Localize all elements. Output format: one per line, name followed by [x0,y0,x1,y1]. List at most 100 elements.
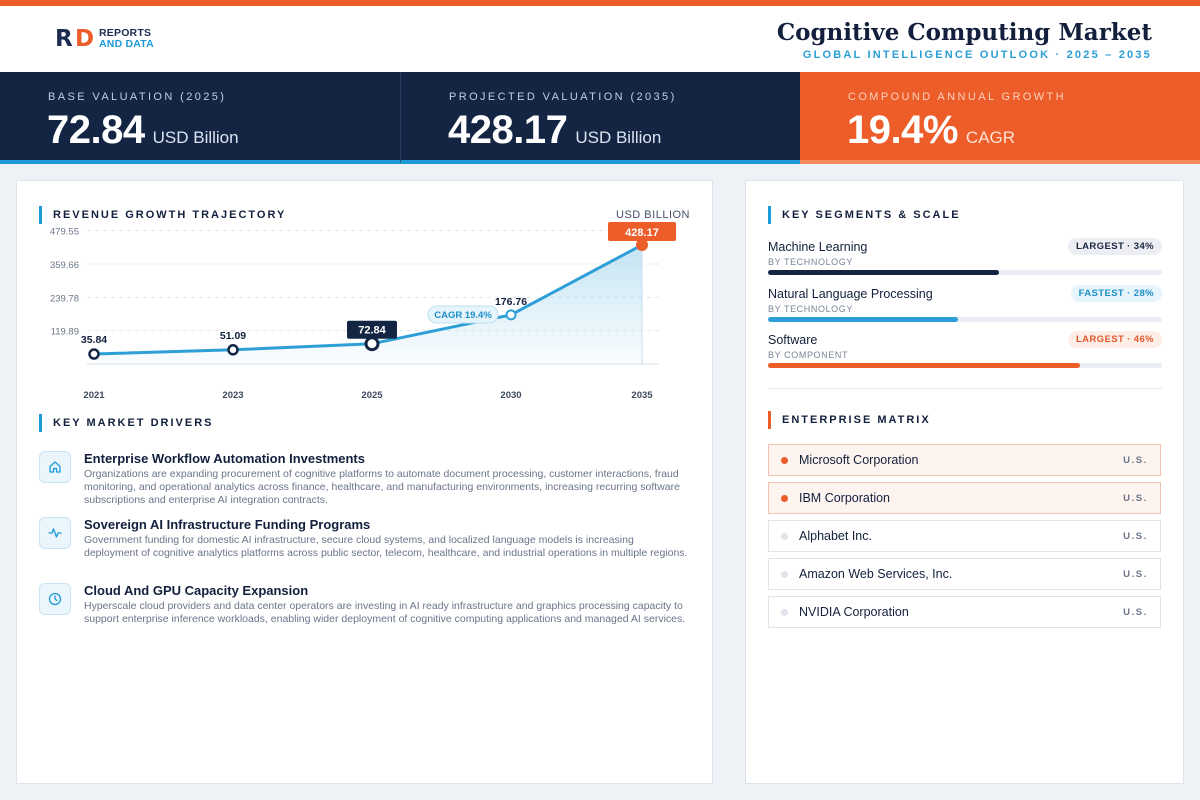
driver-title: Cloud And GPU Capacity Expansion [84,583,309,598]
driver-description: Organizations are expanding procurement … [84,468,680,506]
kpi-base-valuation: BASE VALUATION (2025) 72.84 USD Billion [0,72,400,164]
x-tick-label: 2021 [83,390,105,401]
clock-icon [39,583,71,615]
y-tick-label: 119.89 [51,327,79,338]
right-panel: KEY SEGMENTS & SCALE Machine Learning BY… [745,180,1184,784]
top-accent-bar [0,0,1200,6]
kpi-value: 428.17 [448,108,568,152]
company-name: Amazon Web Services, Inc. [799,567,953,581]
company-row-nvidia[interactable]: NVIDIA Corporation U.S. [768,596,1161,628]
segment-machine-learning: Machine Learning BY TECHNOLOGY LARGEST ·… [768,238,1162,280]
segment-category: BY TECHNOLOGY [768,304,853,314]
page-subtitle: GLOBAL INTELLIGENCE OUTLOOK · 2025 – 203… [802,49,1152,61]
x-tick-label: 2025 [361,390,383,401]
segment-nlp: Natural Language Processing BY TECHNOLOG… [768,285,1162,327]
data-point [505,309,517,321]
company-dot [781,571,788,578]
data-label: 176.76 [495,296,527,308]
logo-line-1: REPORTS [99,27,152,39]
company-dot [781,457,788,464]
company-country: U.S. [1123,455,1148,466]
activity-icon [39,517,71,549]
company-name: Microsoft Corporation [799,453,919,467]
segment-badge: LARGEST · 46% [1067,331,1162,348]
driver-description: Government funding for domestic AI infra… [84,534,688,559]
company-country: U.S. [1123,607,1148,618]
company-row-ibm[interactable]: IBM Corporation U.S. [768,482,1161,514]
kpi-value: 19.4% [847,108,958,152]
kpi-label: BASE VALUATION (2025) [48,91,227,103]
data-label: 428.17 [625,227,659,239]
segment-category: BY COMPONENT [768,350,849,360]
chart-unit-label: USD BILLION [616,209,690,221]
x-tick-label: 2030 [500,390,521,401]
company-country: U.S. [1123,531,1148,542]
logo-line-2: AND DATA [99,38,154,50]
segment-name: Software [768,333,818,347]
kpi-unit: CAGR [965,128,1016,147]
segment-badge: LARGEST · 34% [1067,238,1162,255]
page-title: Cognitive Computing Market [776,19,1152,46]
kpi-projected-valuation: PROJECTED VALUATION (2035) 428.17 USD Bil… [400,72,800,164]
data-point [364,336,380,352]
data-label-box [608,221,676,241]
kpi-unit: USD Billion [152,128,239,147]
segment-share-bar [768,317,959,322]
home-icon [39,451,71,483]
company-row-alphabet[interactable]: Alphabet Inc. U.S. [768,520,1161,552]
y-tick-label: 359.66 [50,260,79,271]
driver-title: Enterprise Workflow Automation Investmen… [84,451,365,466]
kpi-value-row: 19.4% CAGR [847,108,1015,153]
kpi-unit: USD Billion [575,128,662,147]
company-row-microsoft[interactable]: Microsoft Corporation U.S. [768,444,1161,476]
kpi-value-row: 72.84 USD Billion [47,108,239,153]
segment-track [768,363,1162,368]
kpi-label: PROJECTED VALUATION (2035) [449,91,677,103]
y-tick-label: 479.55 [50,227,79,238]
matrix-section-title: ENTERPRISE MATRIX [768,411,931,429]
data-point [88,348,100,360]
logo-mark-d: D [75,26,95,52]
y-tick-label: 239.78 [50,293,79,304]
company-row-aws[interactable]: Amazon Web Services, Inc. U.S. [768,558,1161,590]
company-name: IBM Corporation [799,491,891,505]
data-label: 35.84 [81,334,107,346]
data-point [227,344,239,356]
company-name: NVIDIA Corporation [799,605,909,619]
revenue-chart: 119.89 239.78 359.66 479.55 2021 2023 2025 2030… [50,221,676,401]
company-dot [781,533,788,540]
segment-software: Software BY COMPONENT LARGEST · 46% [768,331,1162,373]
segment-share-bar [768,363,1081,368]
series-area [94,244,642,364]
data-label: 72.84 [358,325,386,337]
x-tick-label: 2023 [222,390,243,401]
segments-section-title: KEY SEGMENTS & SCALE [768,206,961,224]
driver-description: Hyperscale cloud providers and data cent… [84,600,686,625]
left-panel: REVENUE GROWTH TRAJECTORY USD BILLION 11… [16,180,713,784]
company-country: U.S. [1123,569,1148,580]
data-point [636,238,648,251]
segment-share-bar [768,270,999,275]
company-name: Alphabet Inc. [799,529,872,543]
kpi-cagr: COMPOUND ANNUAL GROWTH 19.4% CAGR [800,72,1200,164]
segment-track [768,270,1162,275]
chart-section-title: REVENUE GROWTH TRAJECTORY [39,206,286,224]
company-country: U.S. [1123,493,1148,504]
segment-badge: FASTEST · 28% [1070,285,1162,302]
segment-category: BY TECHNOLOGY [768,257,853,267]
data-label-box [347,320,397,339]
driver-title: Sovereign AI Infrastructure Funding Prog… [84,517,371,532]
kpi-label: COMPOUND ANNUAL GROWTH [848,91,1067,103]
section-divider [768,388,1162,389]
segment-name: Machine Learning [768,240,868,254]
kpi-value-row: 428.17 USD Billion [448,108,661,153]
company-dot [781,495,788,502]
logo-text: REPORTS AND DATA [99,28,154,50]
cagr-pill [427,305,499,324]
brand-logo[interactable]: R D REPORTS AND DATA [55,26,154,52]
drivers-section-title: KEY MARKET DRIVERS [39,414,213,432]
logo-mark-r: R [55,26,73,52]
segment-track [768,317,1162,322]
company-dot [781,609,788,616]
segment-name: Natural Language Processing [768,287,933,301]
